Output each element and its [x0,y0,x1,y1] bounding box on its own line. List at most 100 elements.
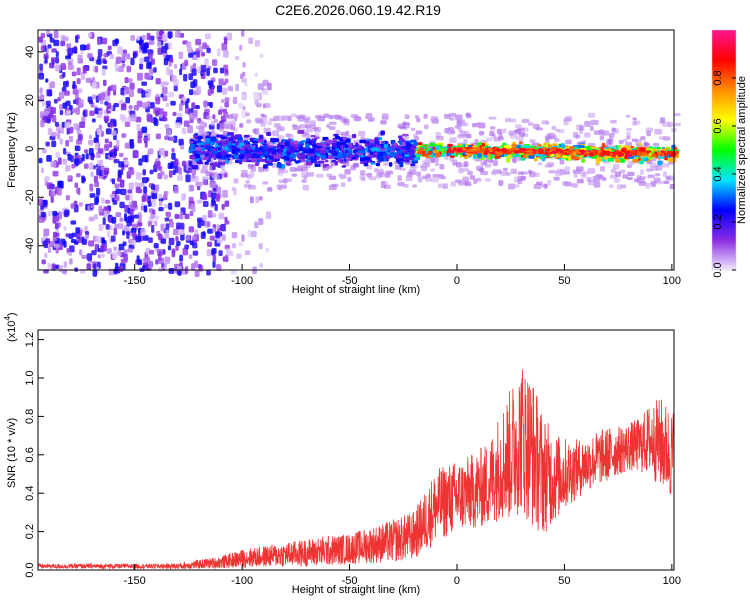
spectrogram-cell [249,196,254,204]
spectrogram-cell [435,145,440,150]
spectrogram-cell [114,223,119,229]
spectrogram-cell [517,179,523,185]
spectrogram-cell [175,30,181,38]
spectrogram-cell [183,74,188,82]
spectrogram-cell [108,248,112,254]
spectrogram-cell [423,113,428,119]
spectrogram-cell [201,176,209,181]
spectrogram-cell [128,105,133,110]
spectrogram-cell [284,141,290,147]
spectrogram-cell [76,67,81,76]
spectrogram-cell [265,147,269,153]
spectrogram-cell [115,212,122,218]
spectrogram-cell [293,140,299,145]
spectrogram-cell [469,175,476,180]
spectrogram-cell [143,136,149,142]
spectrogram-cell [63,240,67,248]
spectrogram-cell [165,102,170,108]
spectrogram-cell [112,199,118,205]
spectrogram-cell [252,144,256,148]
spectrogram-cell [44,176,50,182]
spectrogram-cell [608,146,615,149]
spectrogram-cell [344,118,350,123]
spectrogram-cell [205,144,211,150]
spectrogram-cell [63,226,67,231]
spectrogram-cell [88,32,93,38]
spectrogram-cell [212,254,217,262]
spectrogram-cell [498,132,503,138]
spectrogram-cell [275,124,282,130]
spectrogram-cell [405,140,411,143]
spectrogram-cell [181,160,187,167]
spectrogram-cell [69,245,75,253]
spectrogram-cell [103,209,108,218]
spectrogram-cell [110,84,117,91]
spectrogram-cell [52,170,59,177]
spectrogram-cell [218,250,223,256]
spectrogram-cell [232,243,237,249]
spectrogram-cell [268,155,275,160]
spectrogram-cell [512,157,517,164]
spectrogram-cell [75,227,80,234]
spectrogram-cell [90,204,95,209]
spectrogram-cell [241,169,248,175]
spectrogram-cell [147,200,152,207]
spectrogram-cell [382,152,388,157]
spectrogram-cell [141,195,146,203]
spectrogram-cell [305,133,310,140]
spectrogram-cell [627,171,635,176]
spectrogram-cell [221,169,227,174]
spectrogram-cell [59,104,63,110]
spectrogram-cell [168,136,175,141]
spectrogram-cell [203,100,208,108]
spectrogram-cell [39,63,43,71]
spectrogram-cell [165,229,170,234]
spectrogram-cell [408,157,414,161]
spectrogram-cell [128,182,134,190]
spectrogram-cell [160,238,167,244]
spectrogram-cell [281,184,287,189]
spectrogram-cell [179,254,184,262]
spectrogram-cell [138,182,145,187]
spectrogram-cell [404,114,410,120]
spectrogram-cell [197,263,202,269]
spectrogram-cell [184,213,190,220]
spectrogram-cell [301,179,307,183]
spectrogram-cell [480,149,485,153]
spectrogram-cell [416,117,421,123]
spectrogram-cell [136,72,143,81]
spectrogram-cell [195,140,202,143]
spectrogram-cell [336,141,342,147]
spectrogram-cell [374,140,380,145]
spectrogram-cell [202,231,206,237]
spectrogram-cell [47,262,51,270]
spectrogram-cell [215,231,220,239]
spectrogram-cell [187,46,193,53]
spectrogram-cell [137,259,143,266]
spectrogram-cell [105,199,111,204]
spectrogram-cell [615,150,620,154]
spectrogram-cell [563,151,568,155]
snr-x-tick-label: 0 [454,575,460,587]
spectrogram-cell [125,96,131,104]
spectrogram-cell [418,142,423,146]
spectrogram-cell [163,191,168,199]
spectrogram-cell [89,110,95,117]
spectrogram-cell [151,209,156,215]
spectrogram-cell [95,236,102,243]
spectrogram-cell [263,127,271,134]
spectrogram-cell [459,154,463,158]
spectrogram-cell [584,120,591,127]
spectrogram-cell [351,156,357,160]
spectrogram-cell [151,224,155,233]
spectrogram-cell [143,186,148,194]
spectrogram-cell [561,143,566,148]
spectrogram-cell [338,173,343,178]
spectrogram-cell [51,48,57,53]
spectrogram-cell [121,53,127,61]
spectrogram-cell [143,205,148,213]
spectrogram-cell [206,241,213,247]
spectrogram-cell [619,169,626,174]
spectrogram-cell [244,82,248,87]
